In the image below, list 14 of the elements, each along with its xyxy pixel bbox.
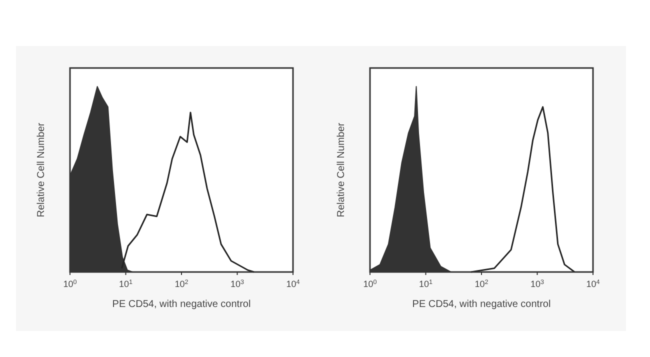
x-tick-label: 10$^{0}$ — [363, 278, 378, 289]
x-tick-label: 10$^{1}$ — [118, 278, 133, 289]
x-tick-label: 10$^{4}$ — [286, 278, 300, 289]
x-tick-label: 10$^{1}$ — [418, 278, 433, 289]
y-axis-title: Relative Cell Number — [36, 122, 47, 218]
x-tick-label: 10$^{0}$ — [63, 278, 78, 289]
x-tick-label: 10$^{3}$ — [230, 278, 244, 289]
x-tick-label: 10$^{4}$ — [586, 278, 600, 289]
x-axis-title: PE CD54, with negative control — [412, 299, 551, 310]
x-tick-label: 10$^{3}$ — [530, 278, 544, 289]
x-tick-label: 10$^{2}$ — [174, 278, 189, 289]
x-axis-title: PE CD54, with negative control — [112, 299, 251, 310]
x-tick-label: 10$^{2}$ — [474, 278, 489, 289]
y-axis-title: Relative Cell Number — [336, 122, 347, 218]
